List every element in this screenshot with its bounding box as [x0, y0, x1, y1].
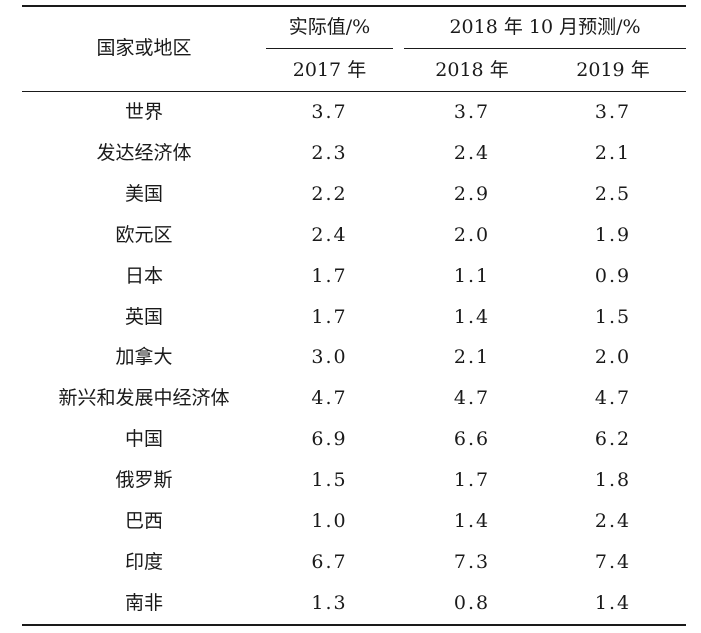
value-2017: 2.4	[311, 224, 348, 246]
value-2017: 3.0	[311, 346, 348, 368]
country-name: 南非	[124, 592, 163, 614]
value-2019: 6.2	[594, 428, 632, 450]
year-2018-header: 2018 年	[435, 59, 509, 81]
value-2019: 1.8	[594, 469, 632, 491]
value-2017: 1.0	[311, 510, 348, 532]
value-2017: 3.7	[311, 101, 348, 123]
header-bottom-rule	[22, 91, 686, 92]
value-2017: 6.9	[311, 428, 348, 450]
value-2017: 1.7	[311, 265, 348, 287]
value-2018: 1.4	[453, 306, 491, 328]
value-2018: 6.6	[453, 428, 491, 450]
value-2019: 2.5	[594, 183, 632, 205]
value-2017: 4.7	[311, 387, 348, 409]
country-name: 欧元区	[115, 224, 173, 246]
value-2018: 2.9	[453, 183, 491, 205]
value-2017: 1.7	[311, 306, 348, 328]
value-2018: 2.1	[453, 346, 491, 368]
year-2019-header: 2019 年	[576, 59, 650, 81]
value-2019: 3.7	[594, 101, 632, 123]
header-sub-rule-forecast	[404, 48, 686, 49]
value-2018: 1.4	[453, 510, 491, 532]
value-2019: 0.9	[594, 265, 632, 287]
country-name: 日本	[124, 265, 163, 287]
forecast-header: 2018 年 10 月预测/%	[449, 16, 641, 38]
country-name: 发达经济体	[96, 142, 192, 164]
value-2018: 7.3	[453, 551, 491, 573]
value-2019: 1.9	[594, 224, 632, 246]
country-name: 加拿大	[115, 346, 173, 368]
header-sub-rule-actual	[266, 48, 393, 49]
value-2019: 1.4	[594, 592, 632, 614]
value-2018: 0.8	[453, 592, 491, 614]
value-2018: 4.7	[453, 387, 491, 409]
top-rule	[22, 5, 686, 7]
value-2019: 4.7	[594, 387, 632, 409]
value-2017: 1.5	[311, 469, 348, 491]
country-name: 俄罗斯	[115, 469, 173, 491]
country-name: 世界	[124, 101, 163, 123]
country-name: 英国	[124, 306, 163, 328]
value-2017: 6.7	[311, 551, 348, 573]
actual-header: 实际值/%	[288, 16, 371, 38]
country-name: 新兴和发展中经济体	[58, 387, 230, 409]
value-2018: 2.4	[453, 142, 491, 164]
country-name: 中国	[124, 428, 163, 450]
value-2018: 2.0	[453, 224, 491, 246]
value-2019: 2.1	[594, 142, 632, 164]
value-2018: 3.7	[453, 101, 491, 123]
value-2017: 2.3	[311, 142, 348, 164]
value-2018: 1.7	[453, 469, 491, 491]
country-name: 美国	[124, 183, 163, 205]
value-2017: 2.2	[311, 183, 348, 205]
value-2019: 2.4	[594, 510, 632, 532]
value-2018: 1.1	[453, 265, 491, 287]
value-2019: 2.0	[594, 346, 632, 368]
country-header: 国家或地区	[96, 37, 192, 59]
country-name: 印度	[124, 551, 163, 573]
value-2019: 7.4	[594, 551, 632, 573]
value-2017: 1.3	[311, 592, 348, 614]
year-2017-header: 2017 年	[292, 59, 367, 81]
bottom-rule	[22, 624, 686, 626]
value-2019: 1.5	[594, 306, 632, 328]
country-name: 巴西	[124, 510, 163, 532]
